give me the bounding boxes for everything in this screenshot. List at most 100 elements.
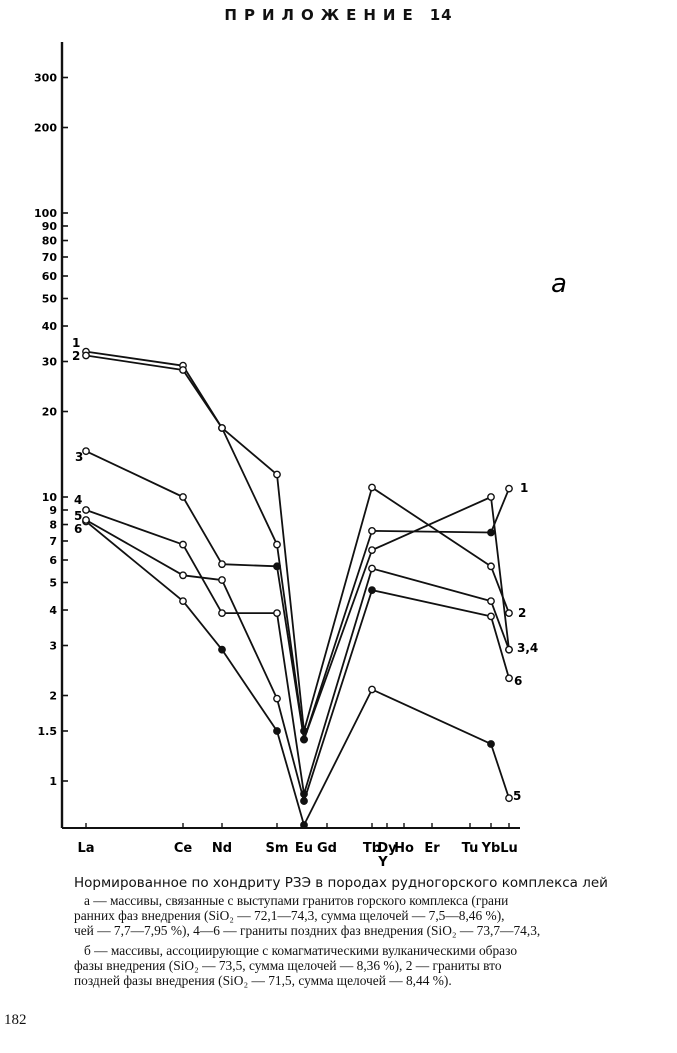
y-tick-label: 3: [49, 639, 57, 652]
series-1: 11: [72, 336, 528, 735]
data-point: [273, 609, 281, 618]
y-tick-label: 8: [49, 519, 57, 532]
x-tick-label: Yb: [481, 841, 501, 856]
caption-line-2: ранних фаз внедрения (SiO₂ — 72,1—74,3, …: [74, 908, 505, 923]
series-label: 3: [75, 450, 83, 464]
series-line: [85, 350, 510, 732]
x-tick-label: Eu: [295, 841, 313, 856]
series-3: 33,4: [75, 447, 538, 744]
x-tick-label: La: [77, 841, 94, 856]
data-point: [368, 546, 376, 555]
data-point: [179, 540, 187, 549]
y-tick-label: 6: [49, 554, 57, 567]
data-point: [300, 797, 308, 805]
x-tick-label: Er: [424, 841, 440, 856]
y-tick-label: 200: [34, 122, 57, 135]
data-point: [368, 685, 376, 694]
header-title: ПРИЛОЖЕНИЕ: [224, 6, 420, 24]
data-point: [368, 586, 376, 595]
y-tick-label: 90: [42, 220, 58, 233]
series-label: 1: [520, 481, 528, 495]
y-tick-label: 80: [42, 235, 58, 248]
data-point: [368, 564, 376, 573]
ree-chart: 11.523456789102030405060708090100200300L…: [34, 42, 567, 870]
data-point: [179, 571, 187, 580]
data-point: [505, 794, 513, 803]
data-point: [218, 424, 226, 432]
series-label: 6: [74, 522, 82, 536]
data-point: [179, 493, 187, 501]
x-tick-label: Tb: [363, 841, 381, 856]
caption-line-3: чей — 7,7—7,95 %), 4—6 — граниты поздних…: [74, 923, 541, 938]
series-label: 1: [72, 336, 80, 350]
x-tick-label: Tu: [462, 841, 479, 856]
data-point: [487, 528, 495, 537]
y-tick-label: 2: [49, 690, 57, 703]
data-point: [487, 493, 495, 501]
data-point: [218, 609, 226, 618]
caption-line-6: поздней фазы внедрения (SiO₂ — 71,5, сум…: [74, 973, 452, 988]
caption-line-5: фазы внедрения (SiO₂ — 73,5, сумма щелоч…: [74, 958, 502, 973]
y-tick-label: 4: [49, 604, 57, 617]
x-tick-label: Lu: [500, 841, 518, 856]
header-number: 14: [429, 6, 453, 24]
data-point: [82, 516, 90, 524]
x-tick-label: Nd: [212, 841, 232, 856]
data-point: [300, 821, 308, 829]
page-number: 182: [4, 1012, 27, 1028]
data-point: [82, 447, 90, 456]
data-point: [505, 645, 513, 654]
y-tick-label: 300: [34, 71, 57, 84]
y-tick-label: 7: [49, 535, 57, 548]
data-point: [487, 740, 495, 748]
data-point: [273, 562, 281, 571]
series-line: [85, 519, 510, 802]
x-tick-label: Dy: [377, 841, 397, 856]
x-tick-label: Gd: [317, 841, 337, 856]
y-tick-label: 9: [49, 504, 57, 517]
x-tick-label: Sm: [266, 841, 289, 856]
data-point: [487, 612, 495, 621]
y-tick-label: 10: [42, 491, 58, 504]
series-line: [85, 450, 510, 741]
data-point: [179, 366, 187, 374]
data-point: [505, 609, 513, 618]
series-label: 3,4: [517, 641, 538, 655]
data-point: [218, 560, 226, 569]
series-line: [85, 354, 510, 741]
series-label: 4: [74, 493, 82, 507]
series-line: [85, 520, 510, 826]
y-tick-label: 70: [42, 251, 58, 264]
y-tick-label: 40: [42, 320, 58, 333]
caption-line-1: а — массивы, связанные с выступами грани…: [84, 893, 509, 908]
series-5: 55: [74, 509, 521, 829]
data-point: [179, 597, 187, 605]
figure-caption: Нормированное по хондриту РЗЭ в породах …: [74, 876, 674, 989]
x-tick-label: Ce: [174, 841, 193, 856]
panel-letter: а: [551, 269, 567, 299]
y-tick-label: 1: [49, 775, 57, 788]
data-point: [273, 470, 281, 479]
data-point: [82, 506, 90, 514]
page-header: ПРИЛОЖЕНИЕ 14: [0, 6, 677, 24]
series-label: 2: [518, 606, 526, 620]
data-point: [487, 562, 495, 571]
y-tick-label: 100: [34, 207, 57, 220]
series-label: 2: [72, 349, 80, 363]
series-label: 5: [513, 789, 521, 803]
y-tick-label: 30: [42, 355, 58, 368]
caption-line-4: б — массивы, ассоциирующие с комагматиче…: [84, 943, 518, 958]
data-point: [273, 727, 281, 735]
data-point: [82, 351, 90, 360]
data-point: [368, 526, 376, 535]
data-point: [505, 484, 513, 493]
data-point: [273, 694, 281, 703]
data-point: [505, 674, 513, 683]
y-tick-label: 50: [42, 292, 58, 305]
y-tick-label: 5: [49, 576, 57, 589]
chart-axes: 11.523456789102030405060708090100200300L…: [34, 42, 520, 870]
data-point: [300, 735, 308, 744]
series-6: 66: [74, 516, 522, 805]
series-label: 6: [514, 674, 522, 688]
